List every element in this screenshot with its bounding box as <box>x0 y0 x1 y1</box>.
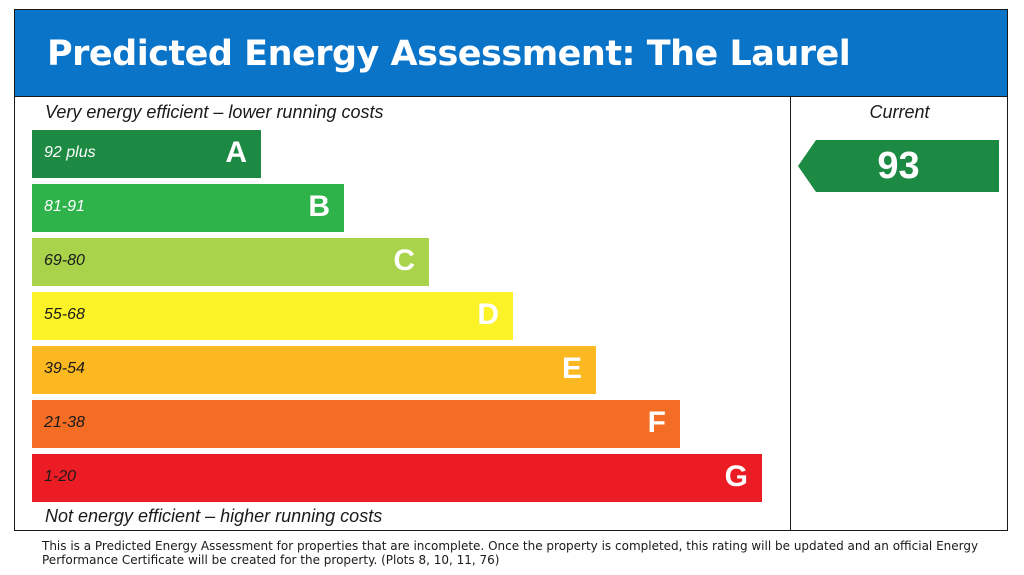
chart-title: Predicted Energy Assessment: The Laurel <box>47 34 851 74</box>
epc-chart-frame: Predicted Energy Assessment: The Laurel … <box>14 9 1008 531</box>
rating-band-d: 55-68 D <box>32 292 513 340</box>
band-range-label: 55-68 <box>44 306 85 323</box>
band-letter: G <box>724 460 748 493</box>
band-range-label: 21-38 <box>44 414 85 431</box>
title-bar: Predicted Energy Assessment: The Laurel <box>15 10 1007 97</box>
band-range-label: 1-20 <box>44 468 77 485</box>
band-range-label: 81-91 <box>44 198 85 215</box>
rating-band-f: 21-38 F <box>32 400 680 448</box>
current-rating-arrow <box>798 140 999 192</box>
band-letter: E <box>561 352 582 385</box>
inefficient-label: Not energy efficient – higher running co… <box>45 506 383 526</box>
footnote: This is a Predicted Energy Assessment fo… <box>42 539 979 567</box>
rating-band-e: 39-54 E <box>32 346 596 394</box>
rating-band-g: 1-20 G <box>32 454 762 502</box>
current-rating-indicator: 93 <box>798 140 999 192</box>
band-letter: A <box>225 136 247 169</box>
band-letter: D <box>477 298 499 331</box>
current-column-label: Current <box>869 102 930 122</box>
band-range-label: 92 plus <box>44 144 96 161</box>
band-letter: F <box>647 406 666 439</box>
rating-band-b: 81-91 B <box>32 184 344 232</box>
band-range-label: 69-80 <box>44 252 85 269</box>
band-range-label: 39-54 <box>44 360 85 377</box>
band-letter: B <box>308 190 330 223</box>
column-divider <box>790 97 791 530</box>
rating-band-c: 69-80 C <box>32 238 429 286</box>
efficient-label: Very energy efficient – lower running co… <box>45 102 384 122</box>
rating-band-a: 92 plus A <box>32 130 261 178</box>
current-rating-value: 93 <box>877 145 920 187</box>
band-letter: C <box>393 244 415 277</box>
